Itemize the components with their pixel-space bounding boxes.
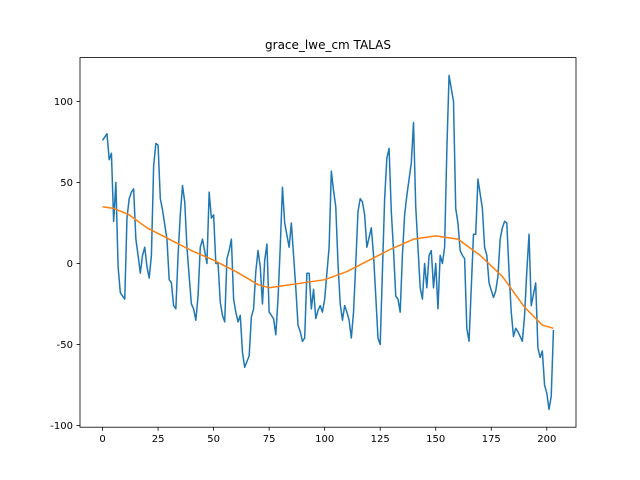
y-tick-label: -50	[57, 340, 73, 351]
data-line	[102, 205, 554, 330]
x-tick-label: 100	[315, 434, 334, 445]
y-tick-label: 0	[67, 259, 73, 270]
x-tick-label: 25	[152, 434, 165, 445]
x-tick-label: 75	[263, 434, 276, 445]
y-tick-label: 100	[54, 97, 73, 108]
y-tick-label: -100	[50, 421, 73, 432]
chart-title: grace_lwe_cm TALAS	[265, 38, 391, 52]
plot-frame	[79, 57, 577, 428]
data-line	[101, 74, 555, 411]
x-tick-label: 150	[426, 434, 445, 445]
x-tick-label: 125	[371, 434, 390, 445]
x-tick-label: 50	[207, 434, 220, 445]
x-tick-label: 0	[99, 434, 105, 445]
x-tick-label: 175	[482, 434, 501, 445]
y-tick-label: 50	[60, 178, 73, 189]
x-tick-label: 200	[537, 434, 556, 445]
